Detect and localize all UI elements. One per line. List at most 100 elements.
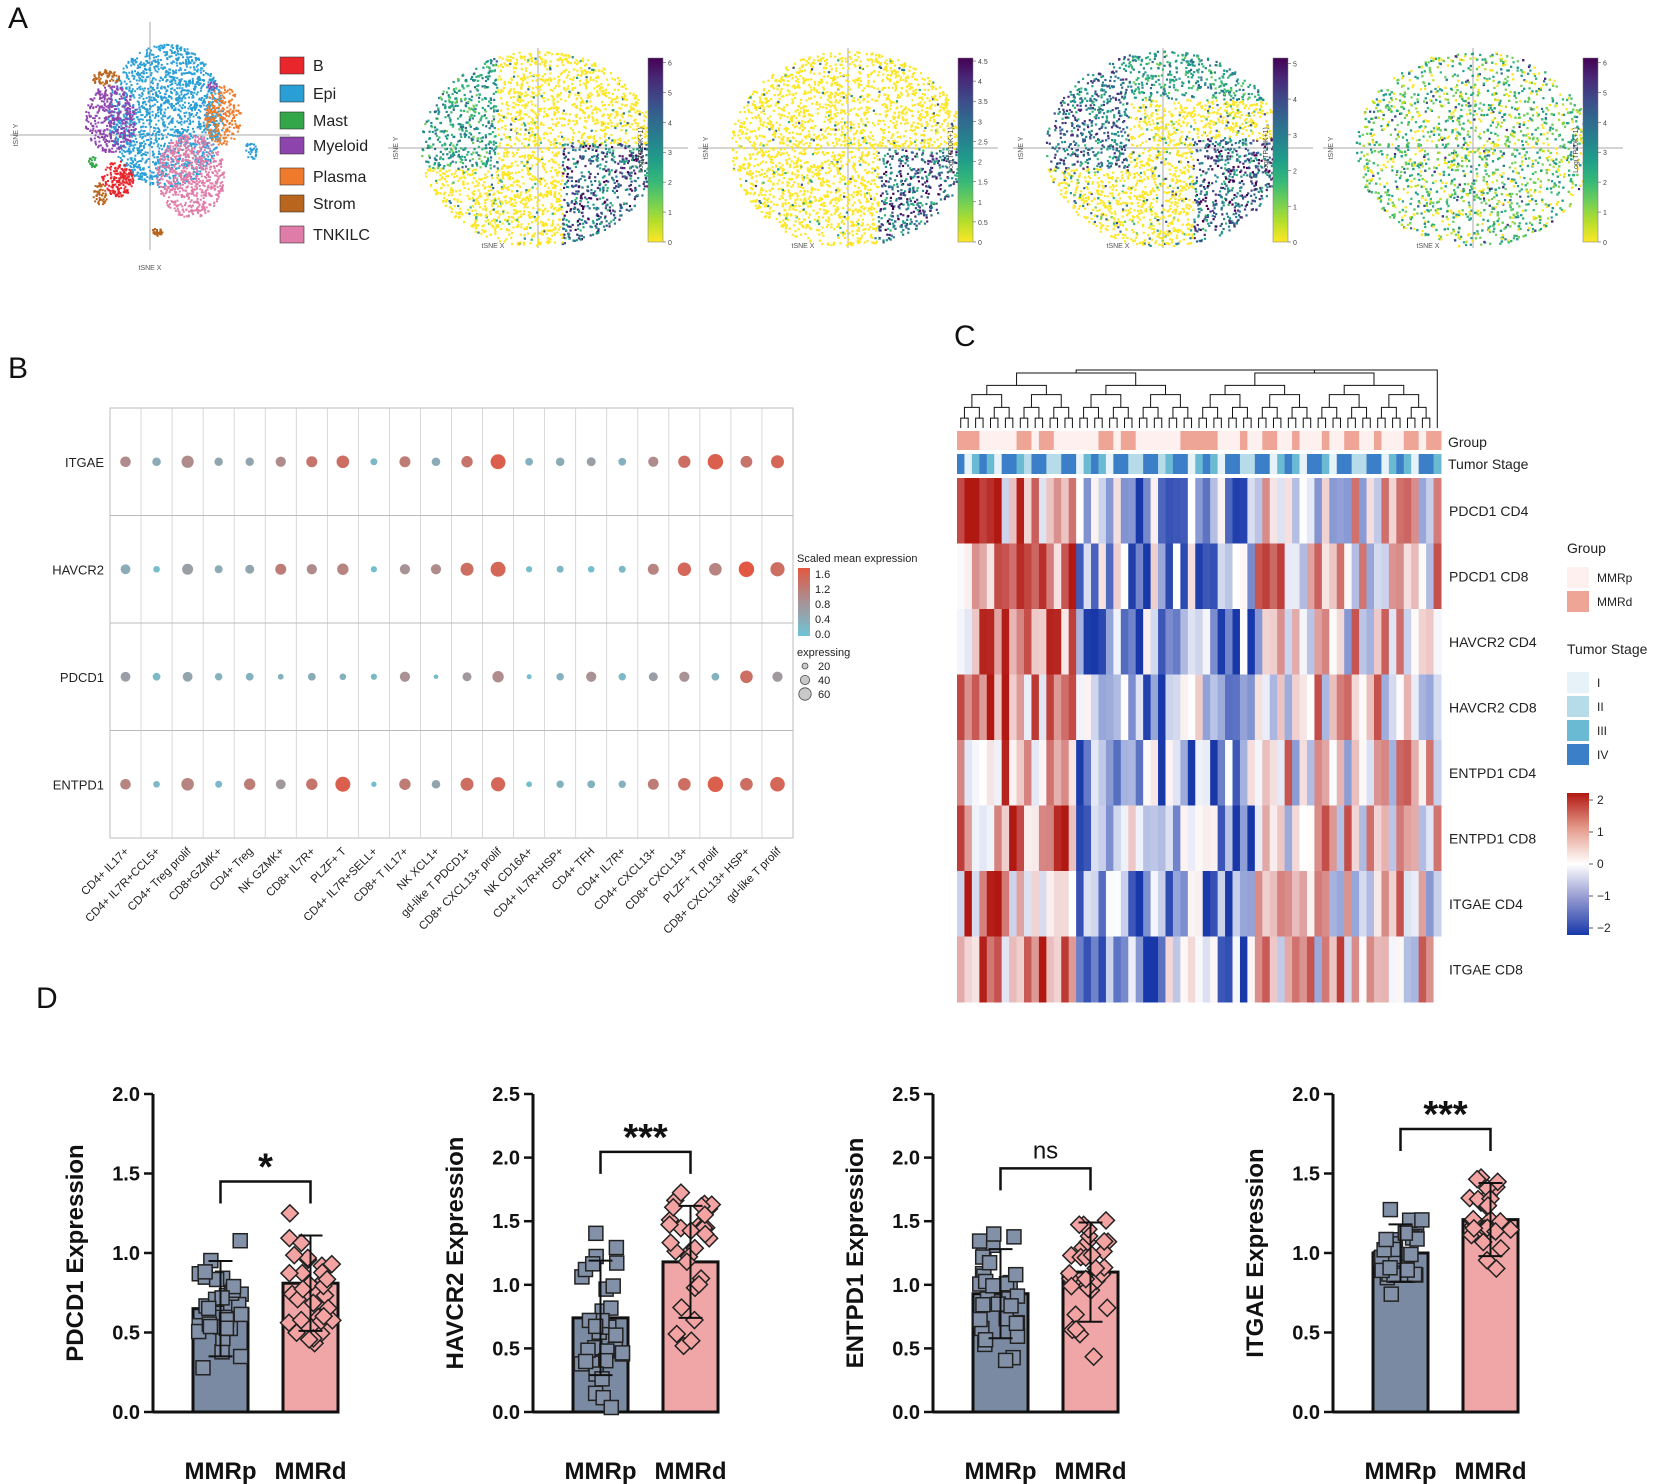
tsne-point <box>158 167 161 170</box>
tsne-point <box>166 89 169 92</box>
tsne-point <box>220 115 223 118</box>
feature-point <box>573 202 576 206</box>
tsne-point <box>142 62 145 65</box>
tsne-point <box>161 137 164 140</box>
tsne-point <box>172 150 175 153</box>
tsne-point <box>227 110 230 113</box>
feature-point <box>634 186 637 190</box>
feature-point <box>522 197 525 200</box>
feature-point <box>625 129 628 132</box>
tsne-point <box>141 105 143 108</box>
tsne-point <box>207 184 210 187</box>
tsne-point <box>196 104 198 107</box>
tsne-point <box>178 158 180 161</box>
tsne-point <box>132 179 135 182</box>
tsne-point <box>188 214 190 217</box>
feature-point <box>519 55 522 58</box>
tsne-point <box>233 126 236 129</box>
tsne-point <box>182 163 185 166</box>
feature-point <box>483 62 486 65</box>
feature-point <box>460 100 463 103</box>
feature-point <box>626 98 629 101</box>
tsne-point <box>211 101 214 103</box>
tsne-point <box>121 105 124 108</box>
tsne-point <box>171 185 174 188</box>
tsne-cluster-plasma <box>204 85 242 146</box>
feature-point <box>448 164 451 167</box>
tsne-point <box>113 162 116 165</box>
feature-point <box>444 200 447 203</box>
tsne-point <box>210 116 213 119</box>
feature-point <box>514 63 517 66</box>
tsne-point <box>111 89 114 92</box>
tsne-point <box>192 52 195 55</box>
tsne-point <box>177 160 180 163</box>
feature-point <box>608 225 611 228</box>
feature-point <box>483 181 486 184</box>
feature-point <box>636 125 639 128</box>
feature-point <box>606 189 609 192</box>
tsne-point <box>248 143 251 146</box>
tsne-point <box>117 118 120 120</box>
tsne-point <box>111 119 114 121</box>
tsne-point <box>115 129 118 132</box>
feature-point <box>549 68 552 71</box>
feature-point <box>571 56 574 59</box>
feature-point <box>510 220 514 223</box>
feature-point <box>471 117 474 120</box>
tsne-point <box>170 119 173 122</box>
feature-point <box>557 171 560 174</box>
tsne-point <box>210 79 213 82</box>
tsne-point <box>158 108 161 111</box>
tsne-point <box>167 185 170 188</box>
feature-point <box>572 76 575 79</box>
feature-point <box>587 59 590 62</box>
tsne-point <box>102 108 104 111</box>
tsne-point <box>186 176 189 179</box>
tsne-point <box>169 83 172 86</box>
tsne-point <box>192 172 195 175</box>
tsne-point <box>195 200 198 203</box>
tsne-point <box>175 151 178 154</box>
tsne-point <box>109 92 112 95</box>
feature-point <box>566 175 569 178</box>
tsne-point <box>163 46 166 49</box>
tsne-point <box>201 102 204 105</box>
feature-point <box>612 179 615 182</box>
tsne-point <box>165 188 168 191</box>
feature-point <box>588 95 591 98</box>
tsne-point <box>220 97 223 100</box>
tsne-point <box>161 162 164 165</box>
feature-point <box>497 91 500 94</box>
tsne-point <box>121 145 123 148</box>
feature-point <box>554 161 557 164</box>
tsne-point <box>166 147 169 150</box>
tsne-point <box>218 96 221 99</box>
tsne-point <box>205 151 208 154</box>
feature-point <box>568 233 571 236</box>
tsne-point <box>188 123 191 125</box>
feature-point <box>476 79 479 82</box>
tsne-point <box>193 91 196 94</box>
feature-point <box>505 238 508 241</box>
feature-point <box>425 140 428 143</box>
tsne-point <box>133 157 136 160</box>
tsne-point <box>215 100 218 103</box>
feature-point <box>616 77 619 80</box>
tsne-point <box>228 104 231 107</box>
tsne-point <box>180 73 183 76</box>
tsne-point <box>206 73 209 76</box>
tsne-point <box>190 189 193 192</box>
tsne-point <box>229 99 232 102</box>
feature-point <box>591 148 594 151</box>
feature-point <box>526 60 529 64</box>
feature-point <box>458 168 461 171</box>
tsne-point <box>157 95 160 98</box>
tsne-point <box>205 97 208 99</box>
tsne-point <box>177 113 180 116</box>
feature-point <box>428 156 431 159</box>
tsne-point <box>170 158 173 160</box>
tsne-point <box>116 167 119 170</box>
tsne-point <box>194 53 197 56</box>
tsne-point <box>208 108 211 111</box>
